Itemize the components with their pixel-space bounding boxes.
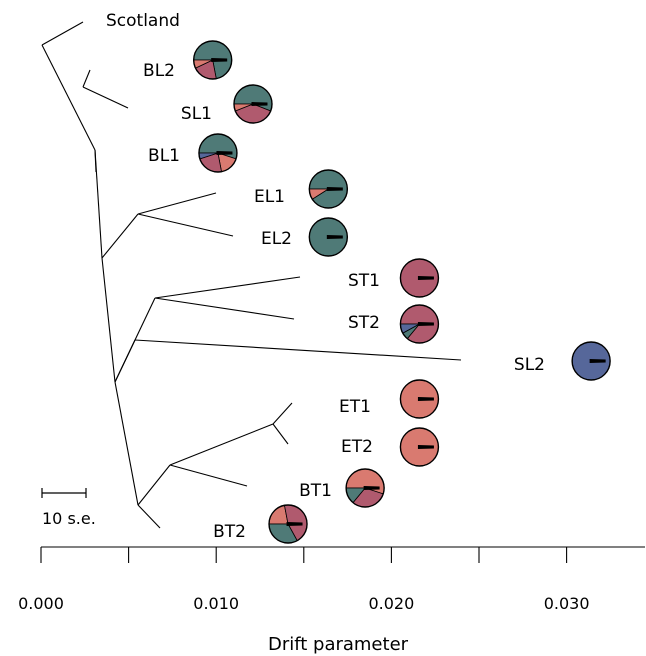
x-axis-ticks	[40, 547, 568, 563]
tree-branch-0	[41, 21, 84, 46]
admixture-pies	[192, 40, 611, 544]
pie-bl1-marker	[216, 150, 233, 156]
population-labels: Scotland BL2 SL1 BL1 EL1 EL2 ST1 ST2 SL2 ET1 ET2 BT…	[106, 11, 545, 542]
tree-branch-5	[94, 149, 97, 173]
pie-bt1	[345, 468, 385, 508]
tree-branch-1	[41, 44, 96, 151]
label-sl1: SL1	[181, 104, 212, 124]
pie-bt2	[268, 504, 308, 544]
tree-branch-16	[137, 464, 171, 506]
x-tick-label-1: 0.010	[193, 594, 239, 613]
pie-sl2	[571, 341, 611, 381]
pie-el2	[308, 217, 349, 257]
label-scotland: Scotland	[106, 11, 180, 31]
label-el1: EL1	[254, 187, 285, 207]
label-et2: ET2	[341, 437, 373, 457]
pie-sl2-outline	[571, 341, 611, 381]
pie-bt2-outline	[268, 504, 308, 544]
pie-st1	[399, 258, 440, 298]
tree-branch-12	[154, 297, 295, 320]
pie-el1	[308, 169, 349, 209]
pie-et1	[399, 379, 440, 419]
tree-branch-19	[169, 464, 248, 487]
tree-branch-2	[82, 69, 91, 88]
label-bt2: BT2	[213, 522, 246, 542]
x-tick-label-2: 0.020	[368, 594, 414, 613]
x-axis-tick-labels: 0.000 0.010 0.020 0.030	[18, 594, 589, 613]
label-sl2: SL2	[514, 355, 545, 375]
pie-st1-outline	[399, 258, 440, 298]
pie-el2-outline	[308, 217, 349, 257]
pie-bt2-marker	[286, 521, 303, 527]
pie-el1-outline	[308, 169, 349, 209]
pie-et1-marker	[417, 396, 434, 402]
pie-et2-marker	[417, 444, 434, 450]
x-axis-title: Drift parameter	[268, 634, 409, 655]
pie-sl1-marker	[251, 101, 268, 107]
tree-branch-14	[134, 339, 462, 361]
tree-branch-11	[154, 276, 301, 299]
pie-sl1	[233, 84, 273, 124]
pie-bl2-outline	[192, 40, 233, 80]
tree-branch-15	[114, 381, 139, 506]
label-st1: ST1	[348, 271, 380, 291]
pie-el1-marker	[326, 186, 343, 192]
pie-bl1	[198, 133, 238, 173]
label-et1: ET1	[339, 397, 371, 417]
tree-branches	[41, 21, 462, 529]
label-bl1: BL1	[148, 146, 180, 166]
label-bl2: BL2	[143, 61, 175, 81]
pie-bt1-outline	[345, 468, 385, 508]
pie-et1-outline	[399, 379, 440, 419]
scale-bar: 10 s.e.	[41, 488, 96, 528]
tree-branch-8	[101, 213, 139, 259]
tree-branch-13	[114, 339, 136, 383]
tree-branch-6	[137, 192, 217, 215]
tree-branch-3	[82, 86, 129, 109]
label-el2: EL2	[261, 229, 292, 249]
pie-el2-marker	[326, 234, 343, 240]
tree-branch-17	[137, 504, 161, 529]
pie-bl2-marker	[211, 57, 228, 63]
pie-bl1-outline	[198, 133, 238, 173]
x-axis: 0.000 0.010 0.020 0.030 Drift parameter	[18, 546, 645, 655]
pie-st2	[399, 304, 440, 344]
pie-st2-outline	[399, 304, 440, 344]
label-st2: ST2	[348, 313, 380, 333]
label-bt1: BT1	[299, 481, 332, 501]
tree-branch-21	[272, 423, 289, 445]
x-tick-label-0: 0.000	[18, 594, 64, 613]
pie-bl2	[192, 40, 233, 80]
tree-branch-7	[137, 213, 234, 237]
tree-branch-20	[272, 402, 293, 425]
pie-st2-marker	[417, 321, 434, 327]
tree-branch-18	[169, 423, 274, 466]
pie-st1-marker	[417, 275, 434, 281]
pie-et2-outline	[399, 427, 440, 467]
pie-sl1-outline	[233, 84, 273, 124]
pie-et2	[399, 427, 440, 467]
scale-bar-label: 10 s.e.	[42, 509, 96, 528]
x-tick-label-3: 0.030	[544, 594, 590, 613]
tree-branch-9	[101, 257, 116, 383]
pie-sl2-marker	[589, 358, 606, 364]
pie-bt1-marker	[363, 485, 380, 491]
